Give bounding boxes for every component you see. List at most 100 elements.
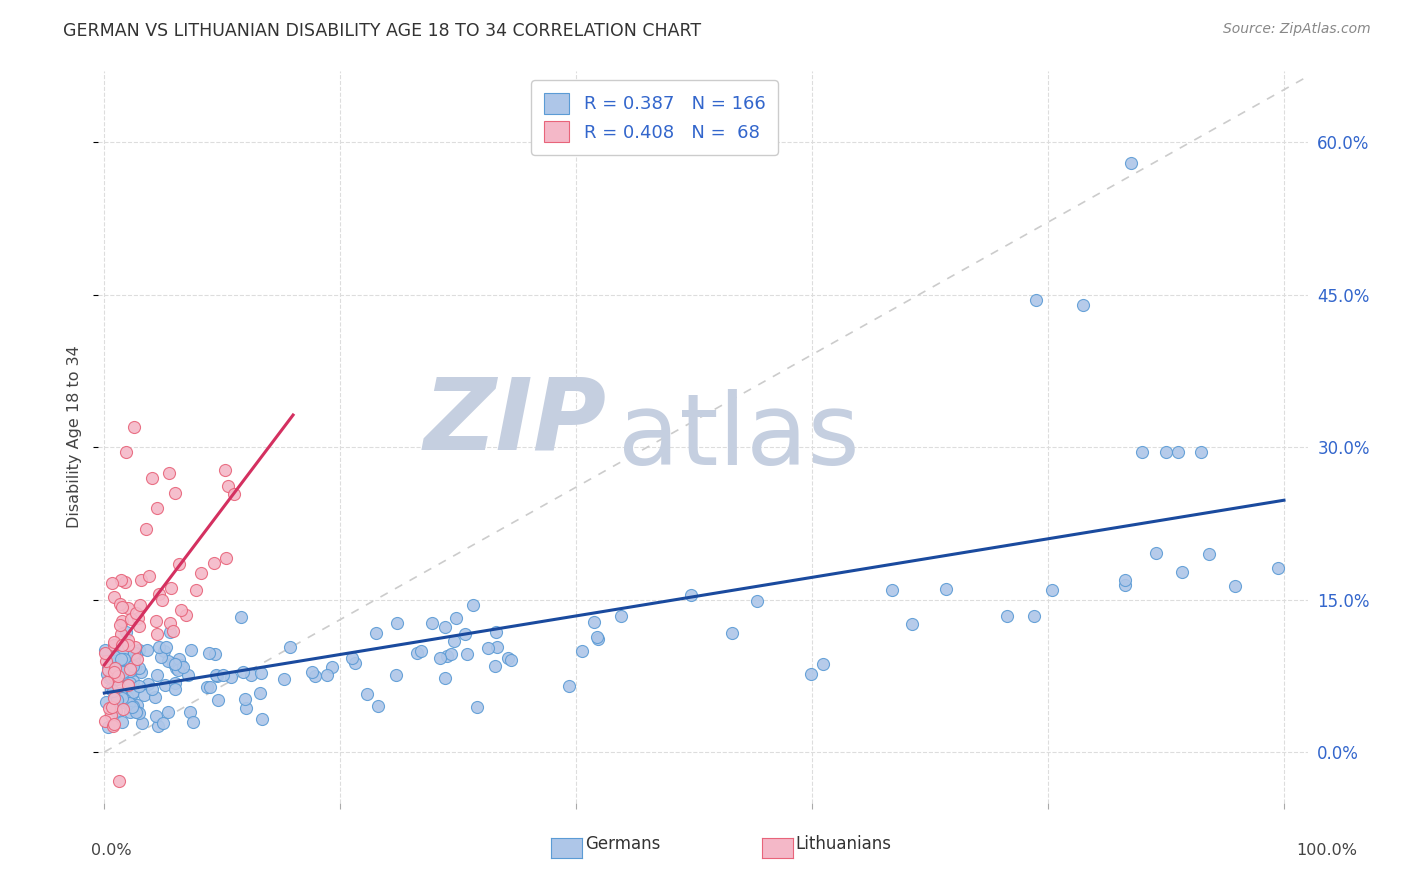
Point: [122, 420, 145, 434]
Point: [146, 719, 169, 733]
Point: [114, 692, 136, 706]
Point: [446, 611, 468, 625]
Point: [1119, 156, 1142, 170]
Point: [1025, 293, 1047, 307]
Point: [456, 648, 478, 662]
Point: [195, 680, 218, 694]
Point: [117, 600, 139, 615]
Point: [128, 643, 150, 657]
Point: [96, 674, 118, 689]
Point: [166, 663, 188, 677]
Point: [138, 568, 160, 582]
Point: [995, 609, 1018, 624]
Point: [205, 667, 228, 681]
Point: [108, 597, 131, 611]
Point: [436, 649, 458, 664]
Point: [118, 676, 141, 690]
Point: [94, 654, 117, 668]
Point: [111, 702, 134, 716]
Point: [120, 706, 142, 720]
Point: [1154, 445, 1177, 459]
Point: [136, 677, 159, 691]
Point: [1144, 546, 1167, 560]
Point: [141, 471, 163, 485]
Point: [935, 582, 957, 596]
Point: [97, 649, 120, 664]
Point: [170, 657, 193, 672]
Point: [97, 671, 120, 685]
Point: [103, 648, 125, 663]
Point: [118, 664, 141, 678]
Point: [127, 698, 149, 713]
Point: [610, 608, 633, 623]
Point: [340, 651, 363, 665]
Point: [148, 640, 170, 655]
Point: [467, 700, 489, 714]
Point: [157, 705, 180, 719]
Point: [485, 625, 508, 640]
Point: [273, 672, 295, 686]
Point: [1040, 582, 1063, 597]
Point: [157, 654, 180, 668]
Point: [204, 647, 226, 661]
Point: [169, 652, 191, 666]
Point: [153, 678, 176, 692]
Point: [120, 612, 142, 626]
Point: [159, 624, 181, 639]
Point: [440, 647, 463, 661]
Point: [811, 657, 834, 671]
Point: [1073, 298, 1095, 312]
Point: [484, 658, 506, 673]
Point: [356, 687, 378, 701]
Point: [250, 665, 273, 680]
Text: Germans: Germans: [585, 835, 661, 853]
Point: [1132, 445, 1154, 459]
Point: [110, 573, 132, 587]
Point: [96, 661, 118, 675]
Point: [103, 690, 125, 705]
Point: [103, 669, 125, 683]
Point: [125, 705, 148, 719]
Point: [101, 684, 124, 698]
Point: [94, 643, 117, 657]
Point: [434, 671, 457, 685]
Point: [111, 691, 134, 706]
Point: [190, 566, 212, 581]
Point: [128, 619, 150, 633]
Point: [111, 638, 134, 652]
Point: [165, 657, 187, 671]
Point: [170, 602, 193, 616]
Point: [124, 655, 146, 669]
Point: [232, 665, 254, 679]
Point: [117, 632, 139, 647]
Point: [179, 705, 201, 719]
Point: [152, 592, 174, 607]
Point: [207, 669, 229, 683]
Point: [385, 667, 408, 681]
Point: [499, 653, 522, 667]
Point: [558, 679, 581, 693]
Point: [114, 624, 136, 639]
Point: [143, 690, 166, 705]
Point: [122, 646, 145, 660]
Point: [98, 701, 121, 715]
Point: [128, 679, 150, 693]
Point: [231, 609, 253, 624]
Point: [108, 618, 131, 632]
Point: [278, 640, 301, 654]
Point: [110, 627, 132, 641]
Point: [135, 642, 157, 657]
Point: [901, 617, 924, 632]
Text: Source: ZipAtlas.com: Source: ZipAtlas.com: [1223, 22, 1371, 37]
Point: [146, 627, 169, 641]
Point: [122, 673, 145, 688]
Point: [145, 709, 167, 723]
Point: [146, 501, 169, 516]
Point: [111, 600, 134, 615]
Point: [107, 679, 129, 693]
Point: [157, 466, 180, 480]
Point: [162, 656, 184, 670]
Point: [117, 677, 139, 691]
Point: [103, 590, 125, 604]
Point: [125, 706, 148, 720]
